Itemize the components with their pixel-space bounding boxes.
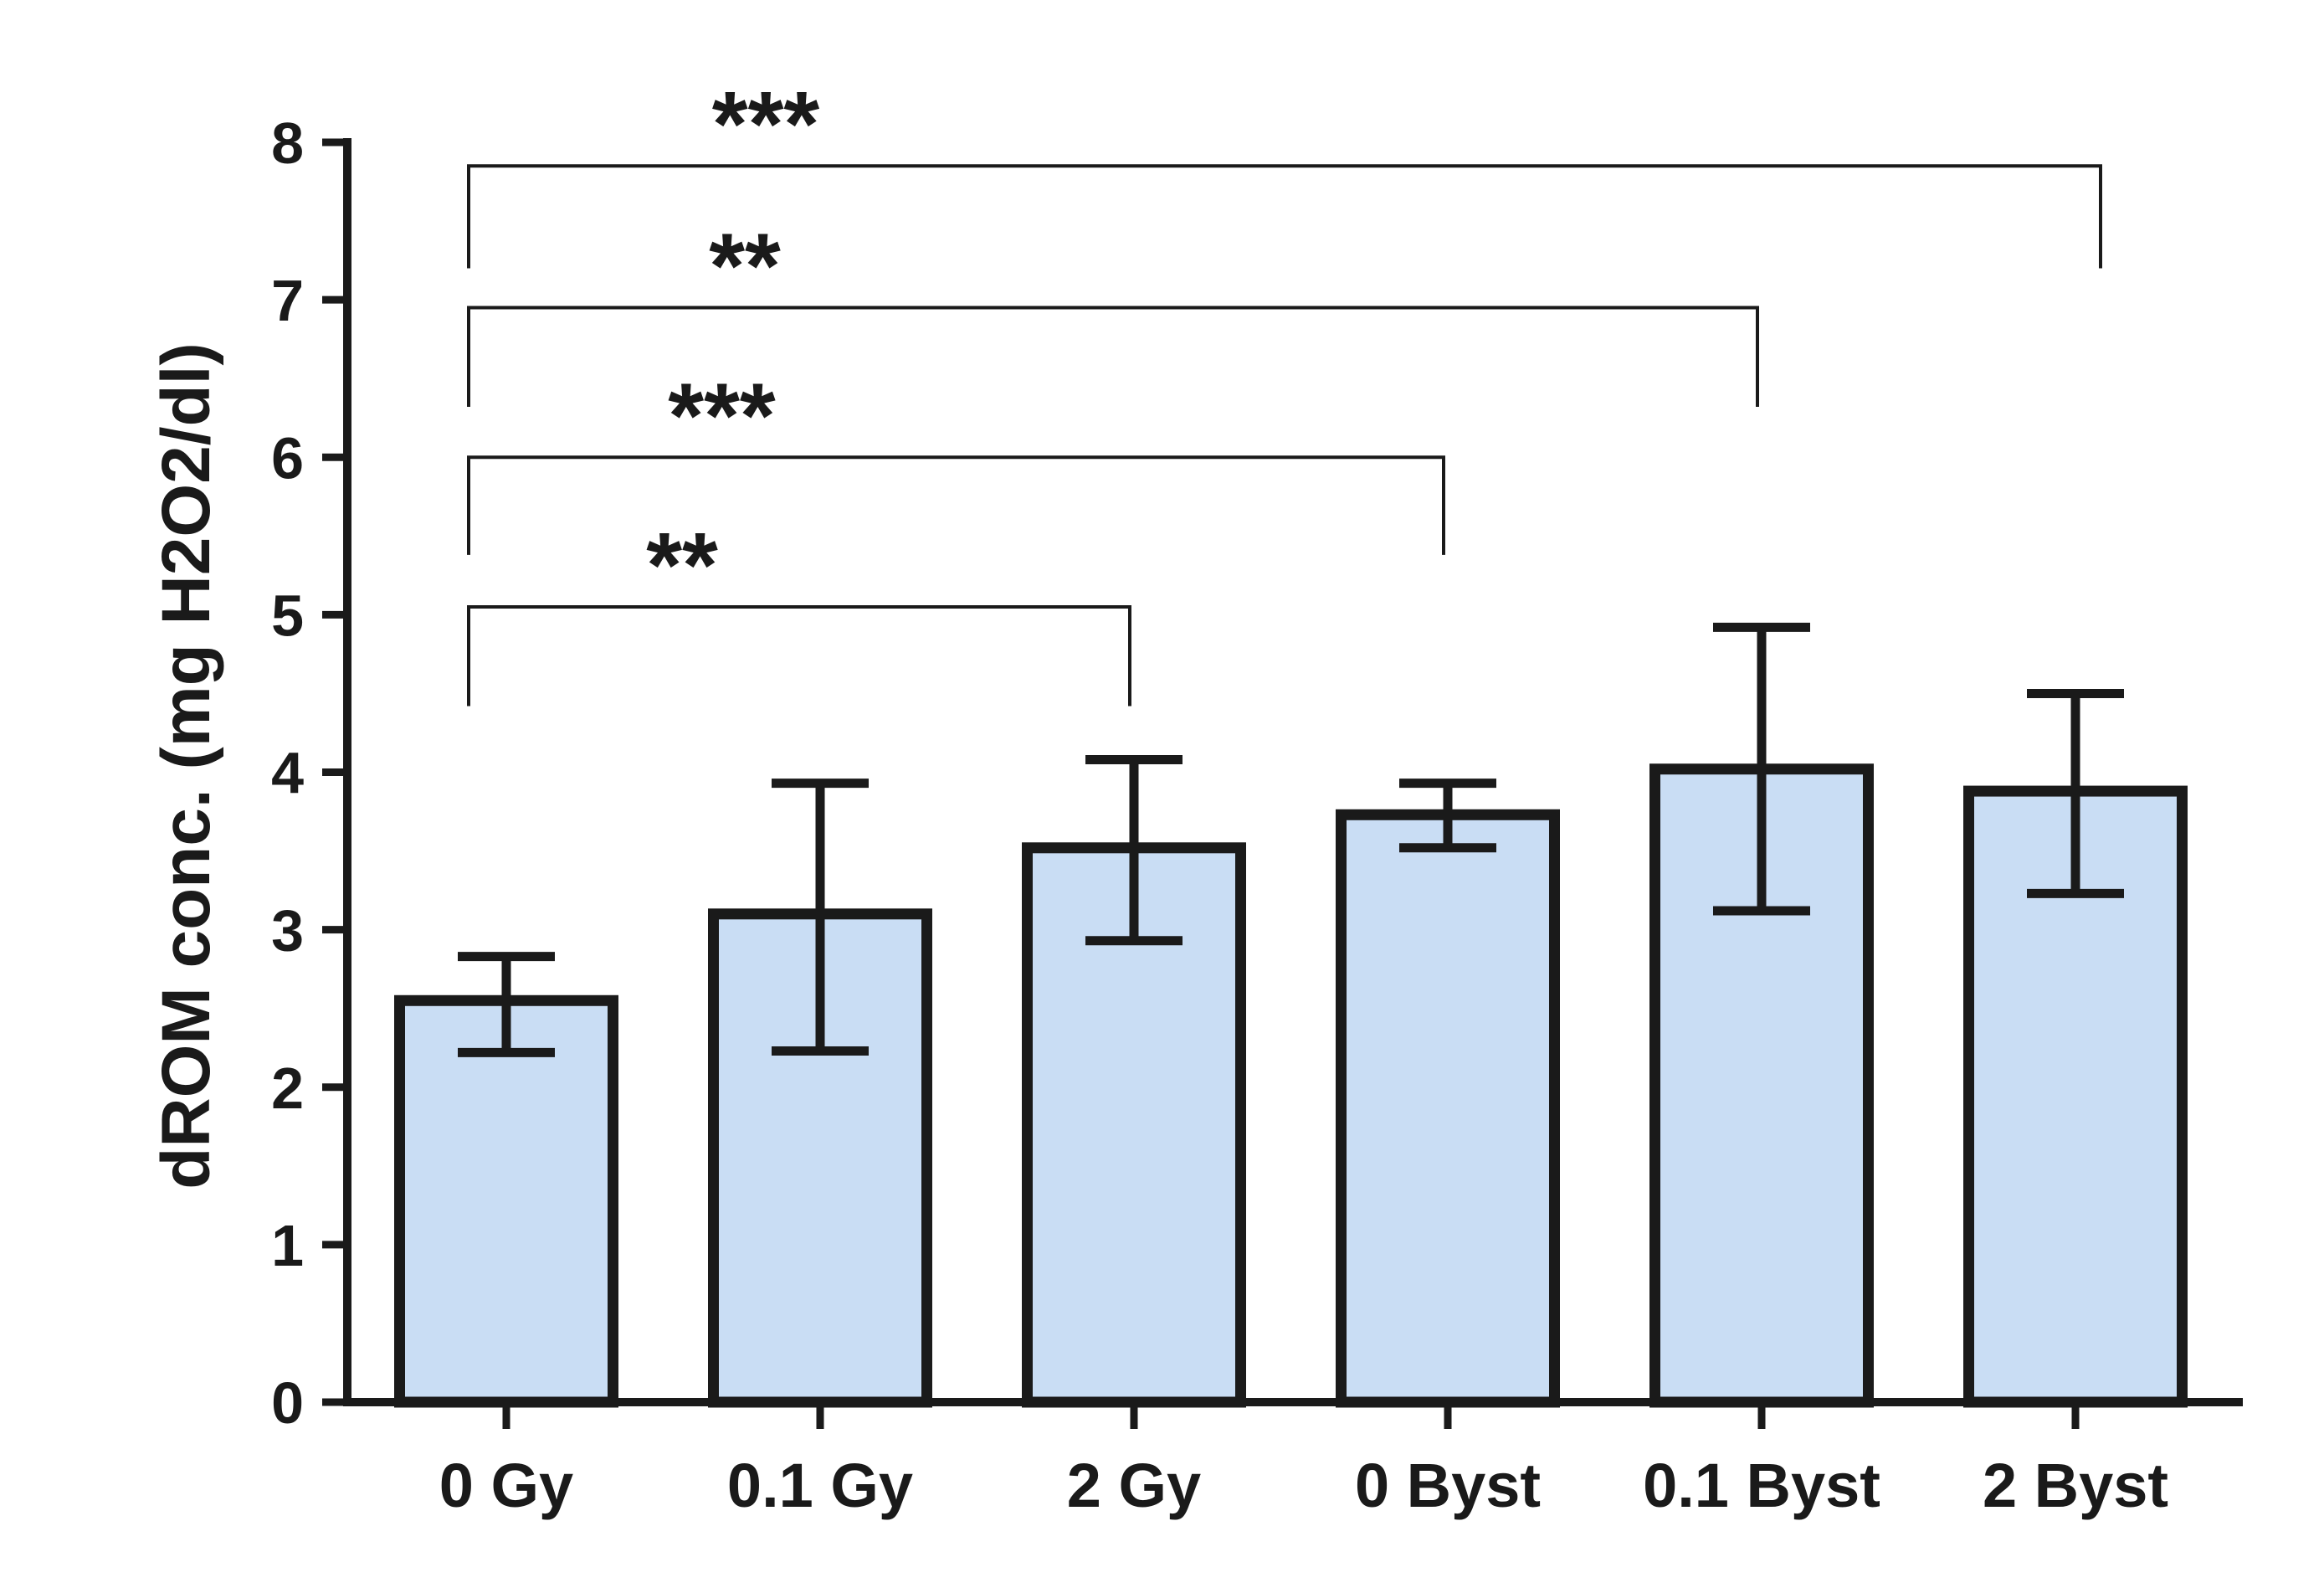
significance-bracket	[467, 455, 1445, 555]
y-tick-label: 8	[271, 110, 304, 176]
bar	[394, 994, 618, 1408]
x-tick-label: 0 Gy	[439, 1451, 573, 1520]
y-tick-label: 1	[271, 1213, 304, 1278]
bar	[1336, 809, 1560, 1408]
x-tick-label: 0.1 Byst	[1643, 1451, 1880, 1520]
y-tick-label: 7	[271, 268, 304, 333]
y-tick-label: 5	[271, 583, 304, 648]
significance-bracket	[467, 306, 1759, 408]
x-tick-label: 0.1 Gy	[727, 1451, 913, 1520]
significance-label: **	[709, 215, 781, 318]
y-tick-label: 3	[271, 898, 304, 964]
y-tick-label: 6	[271, 425, 304, 491]
y-tick-label: 4	[271, 741, 304, 806]
significance-label: ***	[668, 364, 776, 467]
y-tick-label: 0	[271, 1370, 304, 1436]
significance-bracket	[467, 604, 1131, 707]
x-tick-label: 0 Byst	[1355, 1451, 1541, 1520]
significance-bracket	[467, 164, 2102, 269]
x-tick-label: 2 Byst	[1983, 1451, 2168, 1520]
y-axis-title: dROM conc. (mg H2O2/dl)	[148, 342, 224, 1189]
plot-area: 0 1 2 3 4 5 6 7 8 0 Gy 0.1 Gy 2 Gy 0 Byst 0.1 Byst 2 B…	[271, 73, 2243, 1520]
y-tick-label: 2	[271, 1056, 304, 1121]
significance-label: ***	[712, 73, 820, 176]
significance-label: **	[646, 514, 718, 617]
x-tick-label: 2 Gy	[1067, 1451, 1201, 1520]
